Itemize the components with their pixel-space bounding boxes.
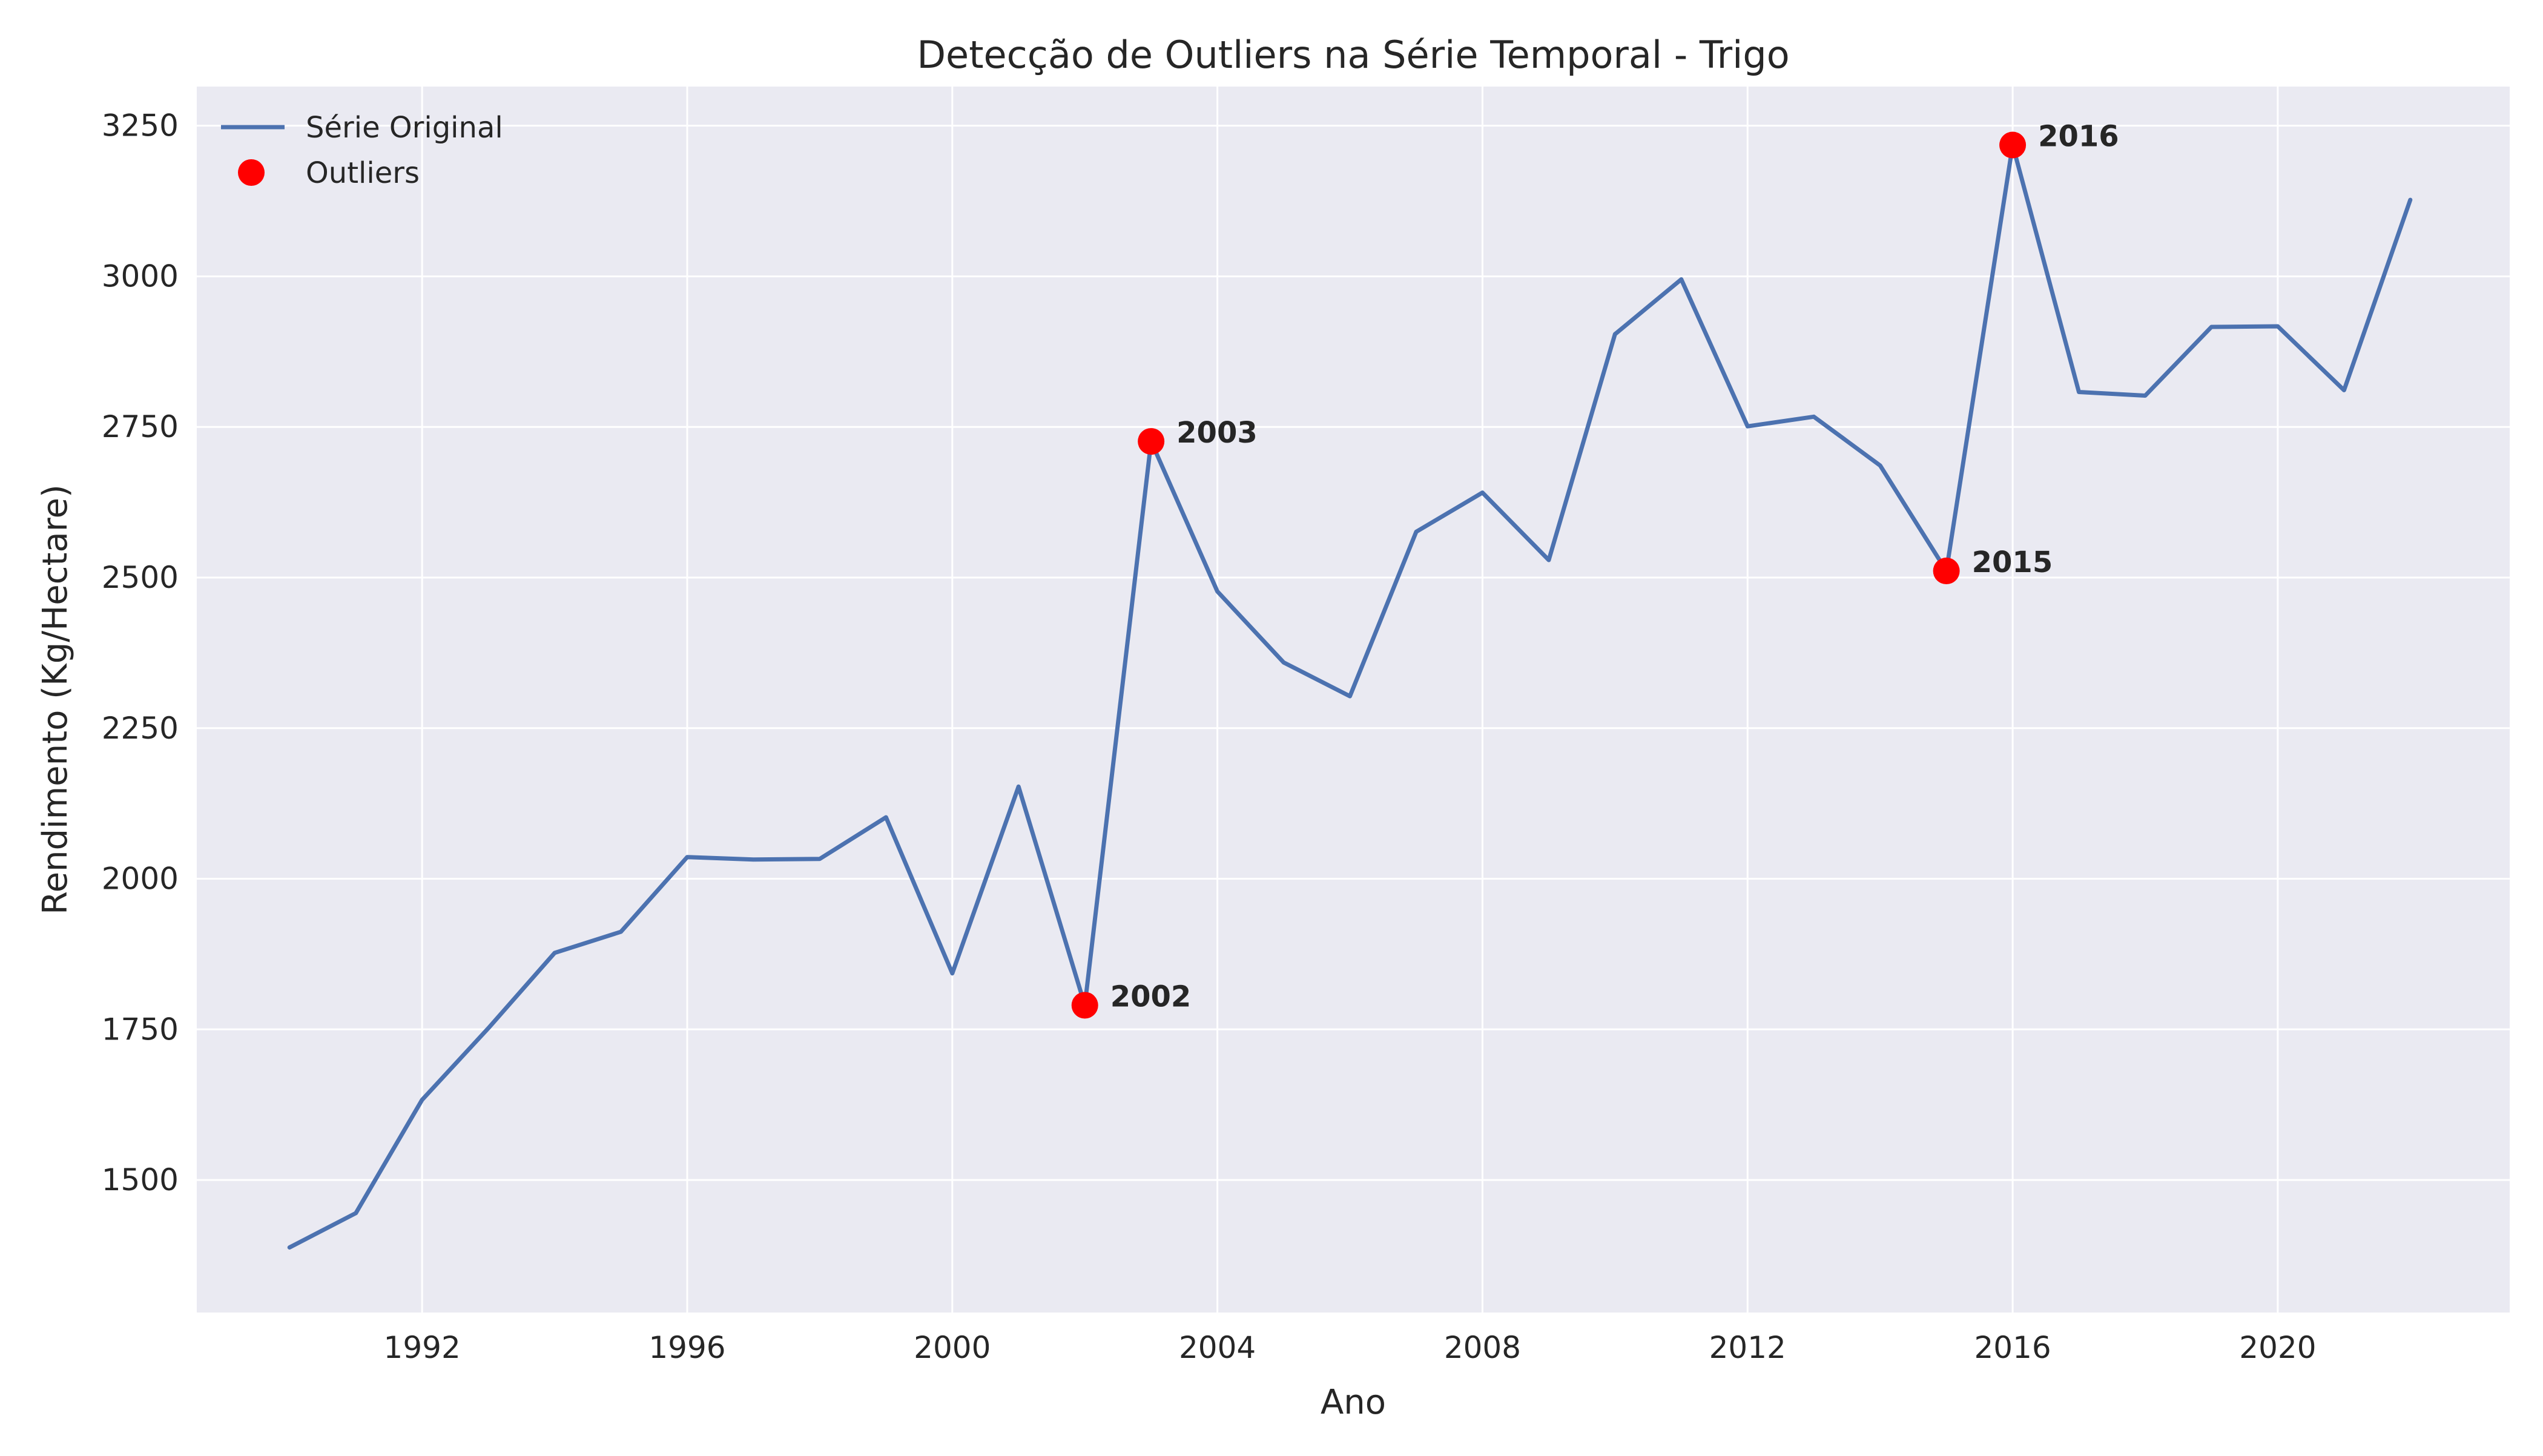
x-tick-label: 2008 [1444, 1330, 1521, 1365]
ticks-layer: 1992 1996 2000 2004 2008 2012 2016 2020 1500 1750… [102, 108, 2317, 1365]
x-tick-label: 1992 [384, 1330, 461, 1365]
outlier-label: 2003 [1176, 416, 1258, 450]
y-tick-label: 1500 [102, 1162, 179, 1197]
y-tick-label: 3000 [102, 259, 179, 294]
legend-series-label: Série Original [306, 111, 503, 145]
x-tick-label: 1996 [648, 1330, 725, 1365]
series-line [287, 143, 2413, 1250]
x-tick-label: 2004 [1179, 1330, 1256, 1365]
legend: Série Original Outliers [221, 111, 503, 190]
outlier-label: 2015 [1972, 545, 2053, 579]
chart-title: Detecção de Outliers na Série Temporal -… [917, 33, 1789, 77]
x-axis-label: Ano [1321, 1383, 1386, 1422]
x-tick-label: 2016 [1974, 1330, 2051, 1365]
outlier-label: 2016 [2038, 120, 2119, 154]
y-tick-label: 2250 [102, 711, 179, 746]
y-tick-label: 2500 [102, 560, 179, 595]
plot-area [197, 87, 2510, 1313]
outlier-label: 2002 [1110, 980, 1192, 1014]
x-tick-label: 2020 [2239, 1330, 2316, 1365]
y-tick-label: 1750 [102, 1012, 179, 1047]
outlier-point [1071, 992, 1098, 1019]
outlier-point [1999, 131, 2027, 159]
legend-outliers-label: Outliers [306, 156, 420, 190]
y-tick-label: 2000 [102, 861, 179, 897]
grid-layer [197, 87, 2510, 1313]
legend-outlier-swatch [238, 159, 265, 186]
y-tick-label: 3250 [102, 108, 179, 143]
outlier-point [1138, 428, 1165, 455]
series-layer: 2002 2003 2015 2016 [287, 120, 2413, 1250]
y-axis-label: Rendimento (Kg/Hectare) [36, 484, 75, 915]
x-tick-label: 2000 [914, 1330, 991, 1365]
y-tick-label: 2750 [102, 409, 179, 444]
x-tick-label: 2012 [1709, 1330, 1786, 1365]
outlier-point [1933, 558, 1960, 585]
